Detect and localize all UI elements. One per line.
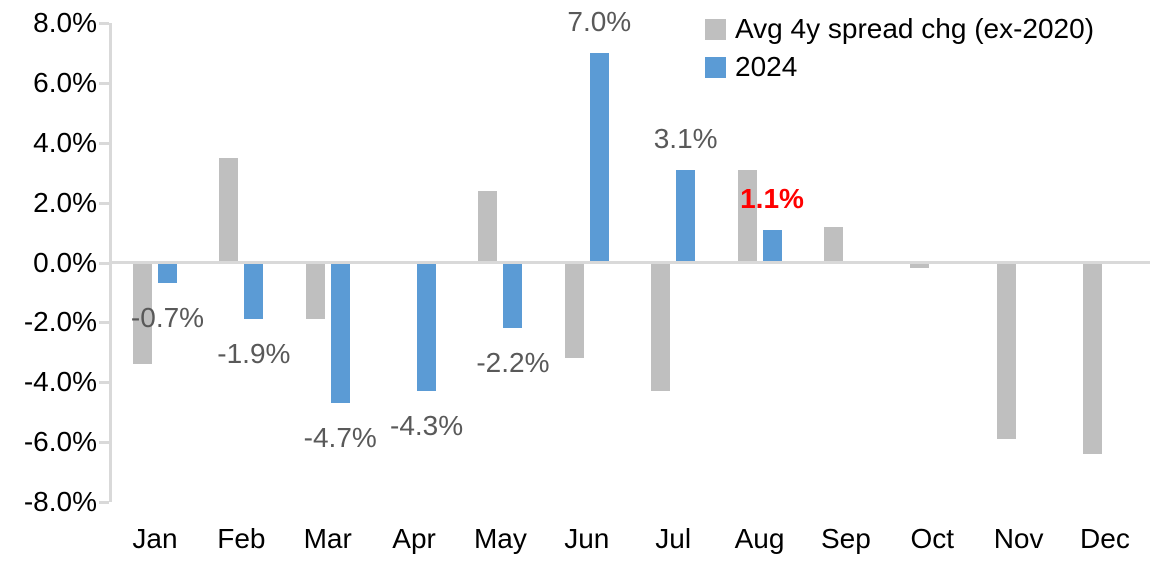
y-axis-tick-label: -8.0% — [23, 485, 97, 517]
data-label-feb: -1.9% — [217, 338, 291, 370]
bar-avg-oct — [910, 262, 930, 269]
bar-2024-jun — [589, 53, 609, 263]
x-axis-label-jul: Jul — [655, 523, 692, 554]
bar-avg-jun — [564, 262, 584, 359]
bar-avg-aug — [737, 169, 757, 263]
y-axis-tick — [99, 201, 109, 205]
y-axis-tick — [99, 22, 109, 26]
x-axis-label-may: May — [473, 523, 527, 554]
legend-item-avg-4y-spread: Avg 4y spread chg (ex-2020) — [705, 10, 1094, 48]
legend-label-2024: 2024 — [735, 51, 798, 82]
y-axis-tick-label: -2.0% — [23, 306, 97, 338]
bar-2024-feb — [244, 262, 264, 320]
bar-2024-mar — [330, 262, 350, 404]
bar-avg-sep — [823, 226, 843, 263]
bar-avg-dec — [1082, 262, 1102, 454]
y-axis-tick-label: 2.0% — [33, 186, 97, 218]
bar-avg-jan — [133, 262, 152, 365]
y-axis-tick-label: -4.0% — [23, 366, 97, 398]
legend: Avg 4y spread chg (ex-2020) 2024 — [705, 10, 1094, 86]
legend-swatch-blue-icon — [705, 56, 726, 78]
y-axis-tick — [99, 440, 109, 444]
x-axis-label-jun: Jun — [564, 523, 610, 554]
data-label-aug: 1.1% — [740, 182, 804, 214]
data-label-apr: -4.3% — [390, 410, 464, 442]
y-axis-tick — [99, 141, 109, 145]
y-axis-tick — [99, 321, 109, 325]
bar-2024-jul — [676, 169, 696, 263]
x-axis-label-mar: Mar — [303, 523, 352, 554]
bar-2024-aug — [762, 229, 782, 263]
bar-2024-jan — [158, 262, 177, 284]
y-axis-tick-label: 8.0% — [33, 7, 97, 39]
y-axis-tick-label: -6.0% — [23, 425, 97, 457]
bar-avg-mar — [305, 262, 325, 320]
legend-item-2024: 2024 — [705, 48, 1094, 86]
bar-avg-nov — [996, 262, 1016, 439]
data-label-jul: 3.1% — [653, 122, 718, 154]
x-axis-label-sep: Sep — [820, 523, 871, 554]
data-label-may: -2.2% — [476, 347, 550, 379]
y-axis-tick — [99, 82, 109, 86]
y-axis-tick-label: 0.0% — [33, 246, 97, 278]
bar-2024-apr — [417, 262, 437, 392]
x-axis-label-aug: Aug — [734, 523, 785, 554]
y-axis-tick-label: 4.0% — [33, 126, 97, 158]
y-axis-tick — [99, 500, 109, 504]
bar-avg-jul — [651, 262, 671, 392]
x-axis-label-apr: Apr — [392, 523, 436, 554]
bar-avg-feb — [219, 157, 239, 263]
x-axis-label-jan: Jan — [132, 523, 178, 554]
bar-2024-may — [503, 262, 523, 329]
data-label-mar: -4.7% — [303, 422, 377, 454]
y-axis-tick — [99, 261, 109, 265]
zero-axis-line — [110, 261, 1150, 264]
legend-swatch-gray-icon — [705, 18, 726, 40]
x-axis-label-oct: Oct — [910, 523, 955, 554]
legend-label-avg-4y-spread: Avg 4y spread chg (ex-2020) — [735, 13, 1095, 44]
data-label-jun: 7.0% — [567, 6, 632, 38]
y-axis-tick — [99, 381, 109, 385]
data-label-jan: -0.7% — [130, 302, 205, 334]
y-axis-tick-label: 6.0% — [33, 67, 97, 99]
bar-avg-may — [478, 190, 498, 263]
x-axis-label-feb: Feb — [217, 523, 266, 554]
x-axis-label-nov: Nov — [993, 523, 1044, 554]
x-axis-label-dec: Dec — [1080, 523, 1130, 554]
